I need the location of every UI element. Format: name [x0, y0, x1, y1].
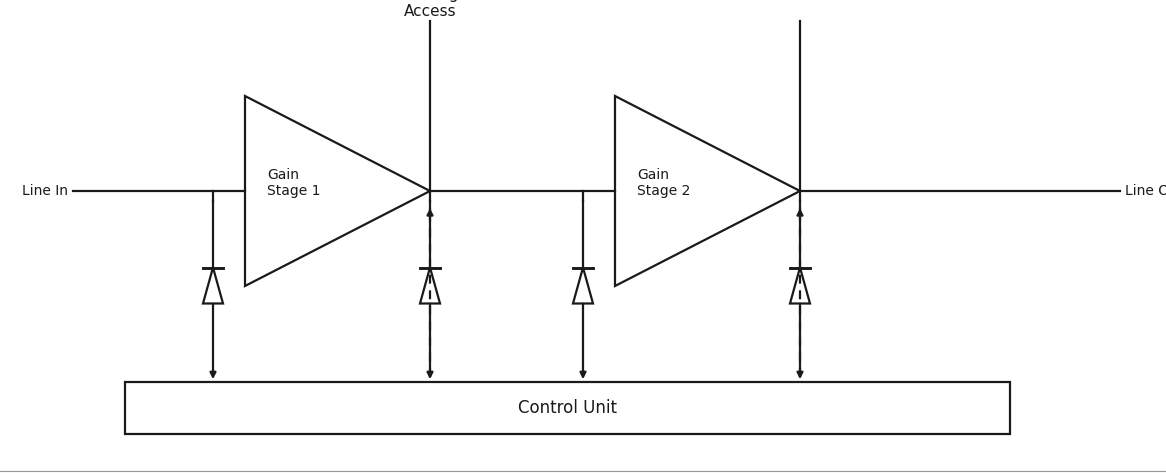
Text: Gain
Stage 2: Gain Stage 2 [637, 168, 690, 198]
Text: Line Out: Line Out [1125, 184, 1166, 198]
Text: Control Unit: Control Unit [518, 399, 617, 417]
Text: Mid-Stage
Access: Mid-Stage Access [392, 0, 469, 19]
Text: Line In: Line In [22, 184, 68, 198]
Text: Gain
Stage 1: Gain Stage 1 [267, 168, 321, 198]
Bar [125, 382, 1010, 434]
